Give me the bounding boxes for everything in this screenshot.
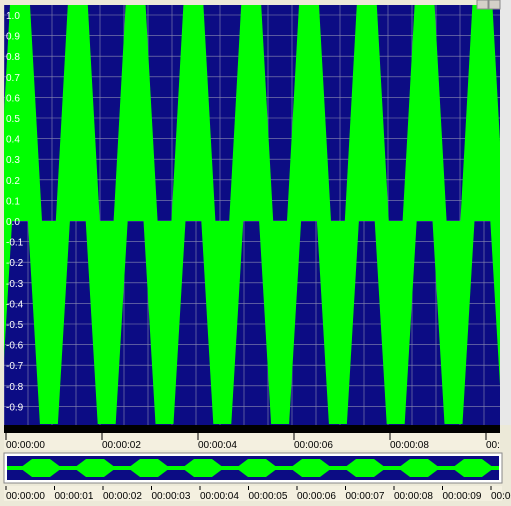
amplitude-label: -0.5 (6, 320, 24, 331)
wave-negative (432, 221, 475, 424)
amplitude-label: -0.3 (6, 279, 24, 290)
overview-time-label: 00:00:00 (6, 491, 45, 501)
time-label: 00:00:00 (6, 440, 45, 451)
wave-positive (344, 5, 389, 221)
amplitude-label: 0.7 (6, 73, 20, 84)
separator (4, 425, 500, 433)
wave-positive (113, 5, 158, 221)
overview-time-label: 00:00:10 (491, 491, 511, 501)
overview-time-label: 00:00:08 (394, 491, 433, 501)
amplitude-label: 0.8 (6, 52, 20, 63)
wave-positive (229, 5, 274, 221)
scrollbar[interactable] (500, 0, 511, 425)
overview-time-label: 00:00:06 (297, 491, 336, 501)
amplitude-label: -0.6 (6, 341, 24, 352)
amplitude-label: -0.1 (6, 238, 24, 249)
time-label: 00:00:04 (198, 440, 237, 451)
overview-time-label: 00:00:05 (249, 491, 288, 501)
overview-time-label: 00:00:07 (346, 491, 385, 501)
amplitude-label: -0.2 (6, 258, 24, 269)
overview-time-label: 00:00:04 (200, 491, 239, 501)
wave-negative (27, 221, 70, 424)
amplitude-label: 0.6 (6, 93, 20, 104)
time-label: 00:00:02 (102, 440, 141, 451)
amplitude-label: 0.3 (6, 155, 20, 166)
amplitude-label: 0.5 (6, 114, 20, 125)
wave-negative (374, 221, 417, 424)
overview-time-label: 00:00:03 (152, 491, 191, 501)
wave-positive (460, 5, 505, 221)
wave-negative (143, 221, 186, 424)
amplitude-label: -0.8 (6, 382, 24, 393)
wave-negative (316, 221, 359, 424)
overview-time-label: 00:00:02 (103, 491, 142, 501)
wave-negative (85, 221, 128, 424)
overview-time-label: 00:00:09 (443, 491, 482, 501)
wave-positive (55, 5, 100, 221)
amplitude-label: 0.0 (6, 217, 20, 228)
amplitude-label: -0.4 (6, 299, 24, 310)
amplitude-label: -0.9 (6, 402, 24, 413)
amplitude-label: 1.0 (6, 11, 20, 22)
wave-negative (259, 221, 302, 424)
time-label: 00: (486, 440, 500, 451)
amplitude-label: -0.7 (6, 361, 24, 372)
wave-positive (402, 5, 447, 221)
wave-positive (171, 5, 216, 221)
amplitude-label: 0.1 (6, 196, 20, 207)
overview-center (7, 466, 499, 470)
timeline (4, 433, 500, 450)
overview-timeline (4, 486, 502, 501)
wave-negative (201, 221, 244, 424)
clip-mask (0, 0, 4, 425)
amplitude-label: 0.9 (6, 32, 20, 43)
zoom-button[interactable] (488, 0, 501, 10)
wave-positive (0, 5, 42, 221)
amplitude-label: 0.2 (6, 176, 20, 187)
time-label: 00:00:08 (390, 440, 429, 451)
zoom-button[interactable] (476, 0, 489, 10)
amplitude-label: 0.4 (6, 135, 20, 146)
wave-positive (287, 5, 331, 221)
overview-time-label: 00:00:01 (55, 491, 94, 501)
time-label: 00:00:06 (294, 440, 333, 451)
